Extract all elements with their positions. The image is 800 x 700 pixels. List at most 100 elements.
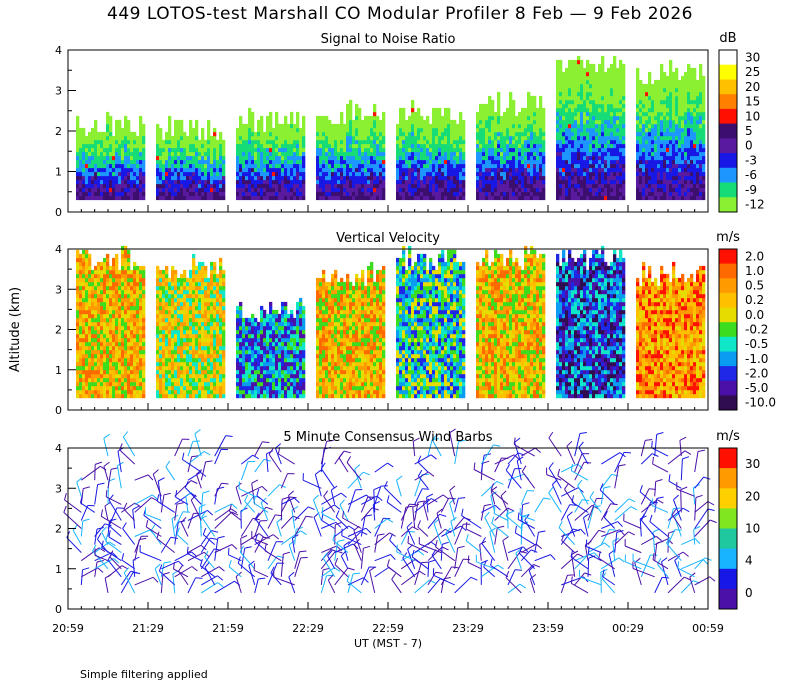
data-cell	[639, 115, 643, 121]
data-cell	[180, 195, 184, 201]
data-cell	[76, 163, 80, 169]
data-cell	[124, 175, 128, 181]
data-cell	[85, 341, 89, 347]
data-cell	[589, 71, 593, 77]
data-cell	[382, 191, 386, 197]
data-cell	[515, 123, 519, 129]
data-cell	[693, 171, 697, 177]
data-cell	[293, 139, 297, 145]
data-cell	[79, 171, 83, 177]
data-cell	[204, 163, 208, 169]
data-cell	[118, 285, 122, 291]
data-cell	[94, 313, 98, 319]
data-cell	[462, 163, 466, 169]
data-cell	[216, 147, 220, 153]
data-cell	[82, 377, 86, 383]
data-cell	[263, 131, 267, 137]
data-cell	[156, 159, 160, 165]
data-cell	[580, 63, 584, 69]
data-cell	[663, 187, 667, 193]
colorbar-label: 15	[745, 95, 760, 109]
data-cell	[266, 143, 270, 149]
data-cell	[183, 183, 187, 189]
data-cell	[76, 253, 80, 259]
data-cell	[699, 119, 703, 125]
data-cell	[530, 111, 534, 117]
data-cell	[559, 59, 563, 65]
data-cell	[222, 191, 226, 197]
data-cell	[100, 309, 104, 315]
data-cell	[133, 167, 137, 173]
data-cell	[459, 115, 463, 121]
data-cell	[85, 253, 89, 259]
data-cell	[444, 163, 448, 169]
data-cell	[248, 131, 252, 137]
data-cell	[459, 139, 463, 145]
data-cell	[162, 155, 166, 161]
data-cell	[559, 123, 563, 129]
data-cell	[660, 103, 664, 109]
data-cell	[136, 187, 140, 193]
data-cell	[186, 195, 190, 201]
data-cell	[583, 139, 587, 145]
data-cell	[287, 167, 291, 173]
data-cell	[462, 143, 466, 149]
data-cell	[684, 111, 688, 117]
data-cell	[340, 195, 344, 201]
data-cell	[503, 115, 507, 121]
data-cell	[438, 183, 442, 189]
data-cell	[82, 345, 86, 351]
data-cell	[94, 325, 98, 331]
data-cell	[663, 107, 667, 113]
data-cell	[91, 167, 95, 173]
data-cell	[118, 191, 122, 197]
data-cell	[568, 147, 572, 153]
data-cell	[562, 167, 566, 173]
data-cell	[284, 175, 288, 181]
data-cell	[168, 127, 172, 133]
data-cell	[696, 143, 700, 149]
data-cell	[607, 175, 611, 181]
data-cell	[687, 151, 691, 157]
data-cell	[556, 103, 560, 109]
data-cell	[284, 187, 288, 193]
data-cell	[159, 163, 163, 169]
data-cell	[88, 297, 92, 303]
data-cell	[195, 127, 199, 133]
data-cell	[278, 131, 282, 137]
data-cell	[648, 163, 652, 169]
data-cell	[435, 179, 439, 185]
data-cell	[423, 139, 427, 145]
data-cell	[642, 191, 646, 197]
data-cell	[94, 321, 98, 327]
data-cell	[275, 183, 279, 189]
data-cell	[435, 135, 439, 141]
data-cell	[586, 151, 590, 157]
data-cell	[263, 151, 267, 157]
data-cell	[678, 167, 682, 173]
data-cell	[334, 195, 338, 201]
data-cell	[296, 147, 300, 153]
data-cell	[696, 191, 700, 197]
data-cell	[408, 135, 412, 141]
data-cell	[121, 277, 125, 283]
data-cell	[678, 155, 682, 161]
data-cell	[183, 195, 187, 201]
data-cell	[236, 135, 240, 141]
data-cell	[405, 119, 409, 125]
data-cell	[165, 175, 169, 181]
data-cell	[201, 131, 205, 137]
data-cell	[82, 155, 86, 161]
data-cell	[118, 333, 122, 339]
data-cell	[539, 143, 543, 149]
data-cell	[159, 139, 163, 145]
data-cell	[340, 191, 344, 197]
data-cell	[269, 159, 273, 165]
data-cell	[260, 115, 264, 121]
data-cell	[272, 171, 276, 177]
data-cell	[272, 191, 276, 197]
data-cell	[296, 175, 300, 181]
data-cell	[278, 127, 282, 133]
data-cell	[592, 171, 596, 177]
data-cell	[82, 277, 86, 283]
